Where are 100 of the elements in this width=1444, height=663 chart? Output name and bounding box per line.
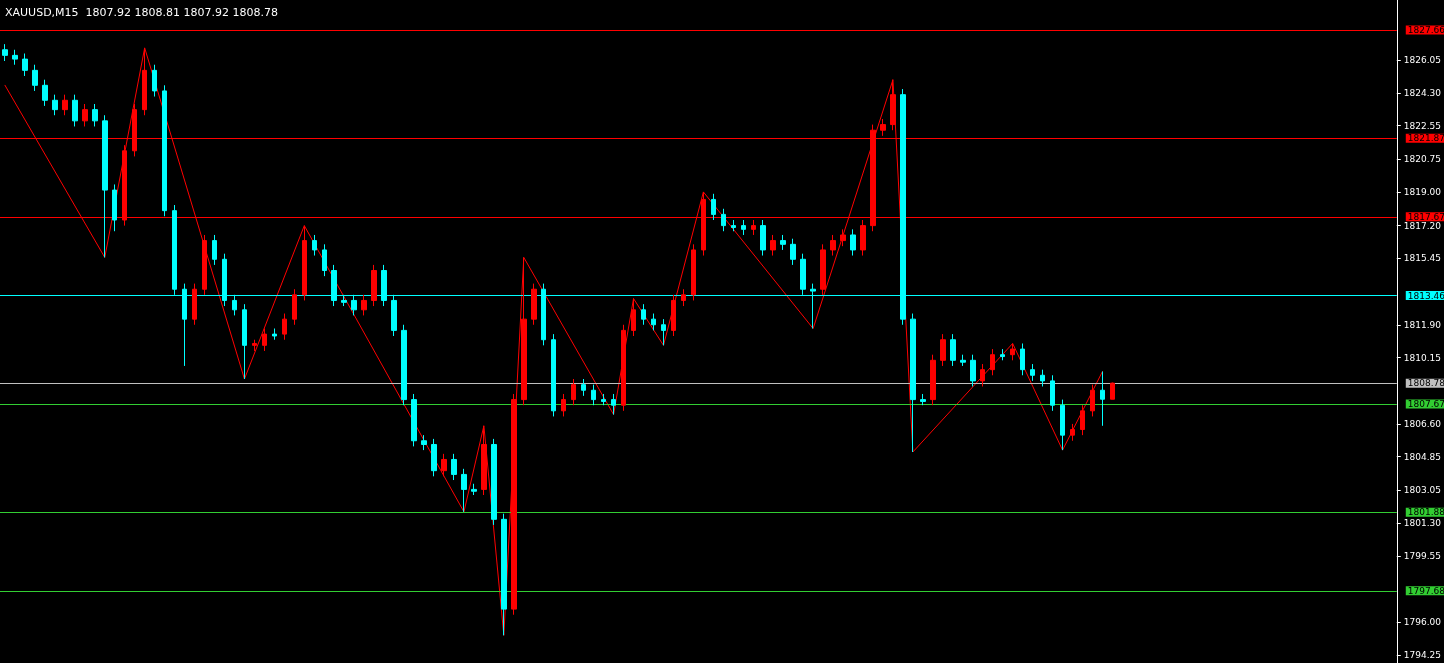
candlestick xyxy=(22,53,28,77)
y-tick-label: 1804.85 xyxy=(1403,451,1441,462)
candlestick xyxy=(282,313,287,341)
candlestick xyxy=(721,208,726,232)
candlestick xyxy=(751,219,756,236)
candlestick xyxy=(202,234,207,296)
candlestick xyxy=(461,468,467,513)
candlestick xyxy=(611,393,616,416)
y-tick-label: 1806.60 xyxy=(1403,418,1442,429)
candlestick xyxy=(970,354,976,387)
candlestick xyxy=(1080,404,1085,436)
ref-line-label: 1801.88 xyxy=(1407,507,1444,518)
candlestick xyxy=(292,288,297,326)
y-tick-label: 1815.45 xyxy=(1403,253,1441,264)
candlestick xyxy=(421,434,427,451)
candlestick xyxy=(262,328,267,352)
candlestick xyxy=(591,384,596,406)
y-tick-label: 1801.30 xyxy=(1403,518,1442,529)
candlestick xyxy=(860,219,866,257)
text: XAUUSD,M15 1807.92 1808.81 1807.92 1808.78 xyxy=(5,6,279,19)
candlestick xyxy=(152,64,157,98)
y-tick-label: 1822.55 xyxy=(1403,120,1441,131)
ref-line-label: 1813.46 xyxy=(1407,290,1444,301)
candlestick xyxy=(2,43,8,62)
ref-line-label: 1827.66 xyxy=(1407,24,1444,35)
candlestick xyxy=(52,94,58,116)
candlestick xyxy=(401,324,407,406)
candlestick xyxy=(581,378,586,397)
candlestick xyxy=(471,483,477,496)
candlestick xyxy=(162,84,167,217)
candlestick xyxy=(1100,371,1105,427)
y-tick-label: 1826.05 xyxy=(1403,55,1441,66)
ref-line-label: 1797.68 xyxy=(1407,585,1444,596)
y-tick-label: 1796.00 xyxy=(1403,617,1442,628)
candlestick xyxy=(32,64,38,92)
candlestick xyxy=(621,324,626,412)
candlestick xyxy=(910,313,916,453)
candlestick xyxy=(1000,348,1005,361)
y-tick-label: 1817.20 xyxy=(1403,220,1442,231)
candlestick xyxy=(880,118,886,137)
candlestick xyxy=(312,234,317,257)
candlestick xyxy=(1020,342,1025,376)
candlestick xyxy=(770,234,776,257)
candlestick xyxy=(371,264,377,307)
candlestick xyxy=(72,94,78,127)
candlestick xyxy=(1060,399,1065,451)
candlestick xyxy=(112,183,117,232)
ref-line-label: 1817.67 xyxy=(1407,211,1444,222)
candlestick xyxy=(950,333,956,367)
y-tick-label: 1819.00 xyxy=(1403,186,1442,197)
candlestick xyxy=(441,453,447,477)
candlestick xyxy=(820,243,826,296)
candlestick xyxy=(780,234,786,251)
candlestick xyxy=(631,298,636,337)
candlestick xyxy=(691,243,696,301)
candlestick xyxy=(361,294,367,316)
candlestick xyxy=(681,288,686,307)
candlestick xyxy=(850,228,856,257)
candlestick xyxy=(491,438,497,526)
candlestick xyxy=(731,219,736,232)
y-tick-label: 1799.55 xyxy=(1403,550,1441,561)
candlestick xyxy=(252,339,257,352)
candlestick xyxy=(1110,382,1115,400)
ref-line-label: 1807.67 xyxy=(1407,398,1444,409)
candlestick xyxy=(920,393,926,406)
candlestick xyxy=(890,79,896,131)
candlestick xyxy=(990,348,995,376)
candlestick xyxy=(711,193,716,221)
candlestick xyxy=(481,425,487,496)
candlestick xyxy=(671,294,676,337)
candlestick xyxy=(1090,384,1095,417)
candlestick xyxy=(431,438,437,477)
candlestick xyxy=(790,238,796,266)
ref-line-label: 1808.78 xyxy=(1407,378,1444,389)
candlestick xyxy=(42,79,48,107)
candlestick xyxy=(531,283,537,326)
candlestick xyxy=(1070,423,1075,442)
candlestick xyxy=(1040,369,1045,387)
candlestick xyxy=(451,453,457,481)
candlestick xyxy=(242,303,247,380)
candlestick xyxy=(12,49,18,66)
candlestick xyxy=(102,114,108,258)
candlestick xyxy=(641,303,646,326)
candlestick xyxy=(760,219,766,257)
y-tick-label: 1811.90 xyxy=(1403,319,1442,330)
candlestick xyxy=(511,393,517,616)
y-tick-label: 1820.75 xyxy=(1403,154,1441,165)
candlestick xyxy=(1050,374,1055,412)
y-tick-label: 1803.05 xyxy=(1403,485,1441,496)
candlestick xyxy=(571,378,576,406)
candlestick xyxy=(930,354,936,406)
candlestick xyxy=(92,103,98,127)
candlestick xyxy=(551,333,556,417)
candlestick xyxy=(980,363,985,387)
candlestick xyxy=(661,318,666,346)
candlestick xyxy=(1030,363,1035,382)
candlestick xyxy=(840,228,846,247)
candlestick xyxy=(651,313,656,331)
y-tick-label: 1824.30 xyxy=(1403,87,1442,98)
candlestick xyxy=(192,283,197,326)
